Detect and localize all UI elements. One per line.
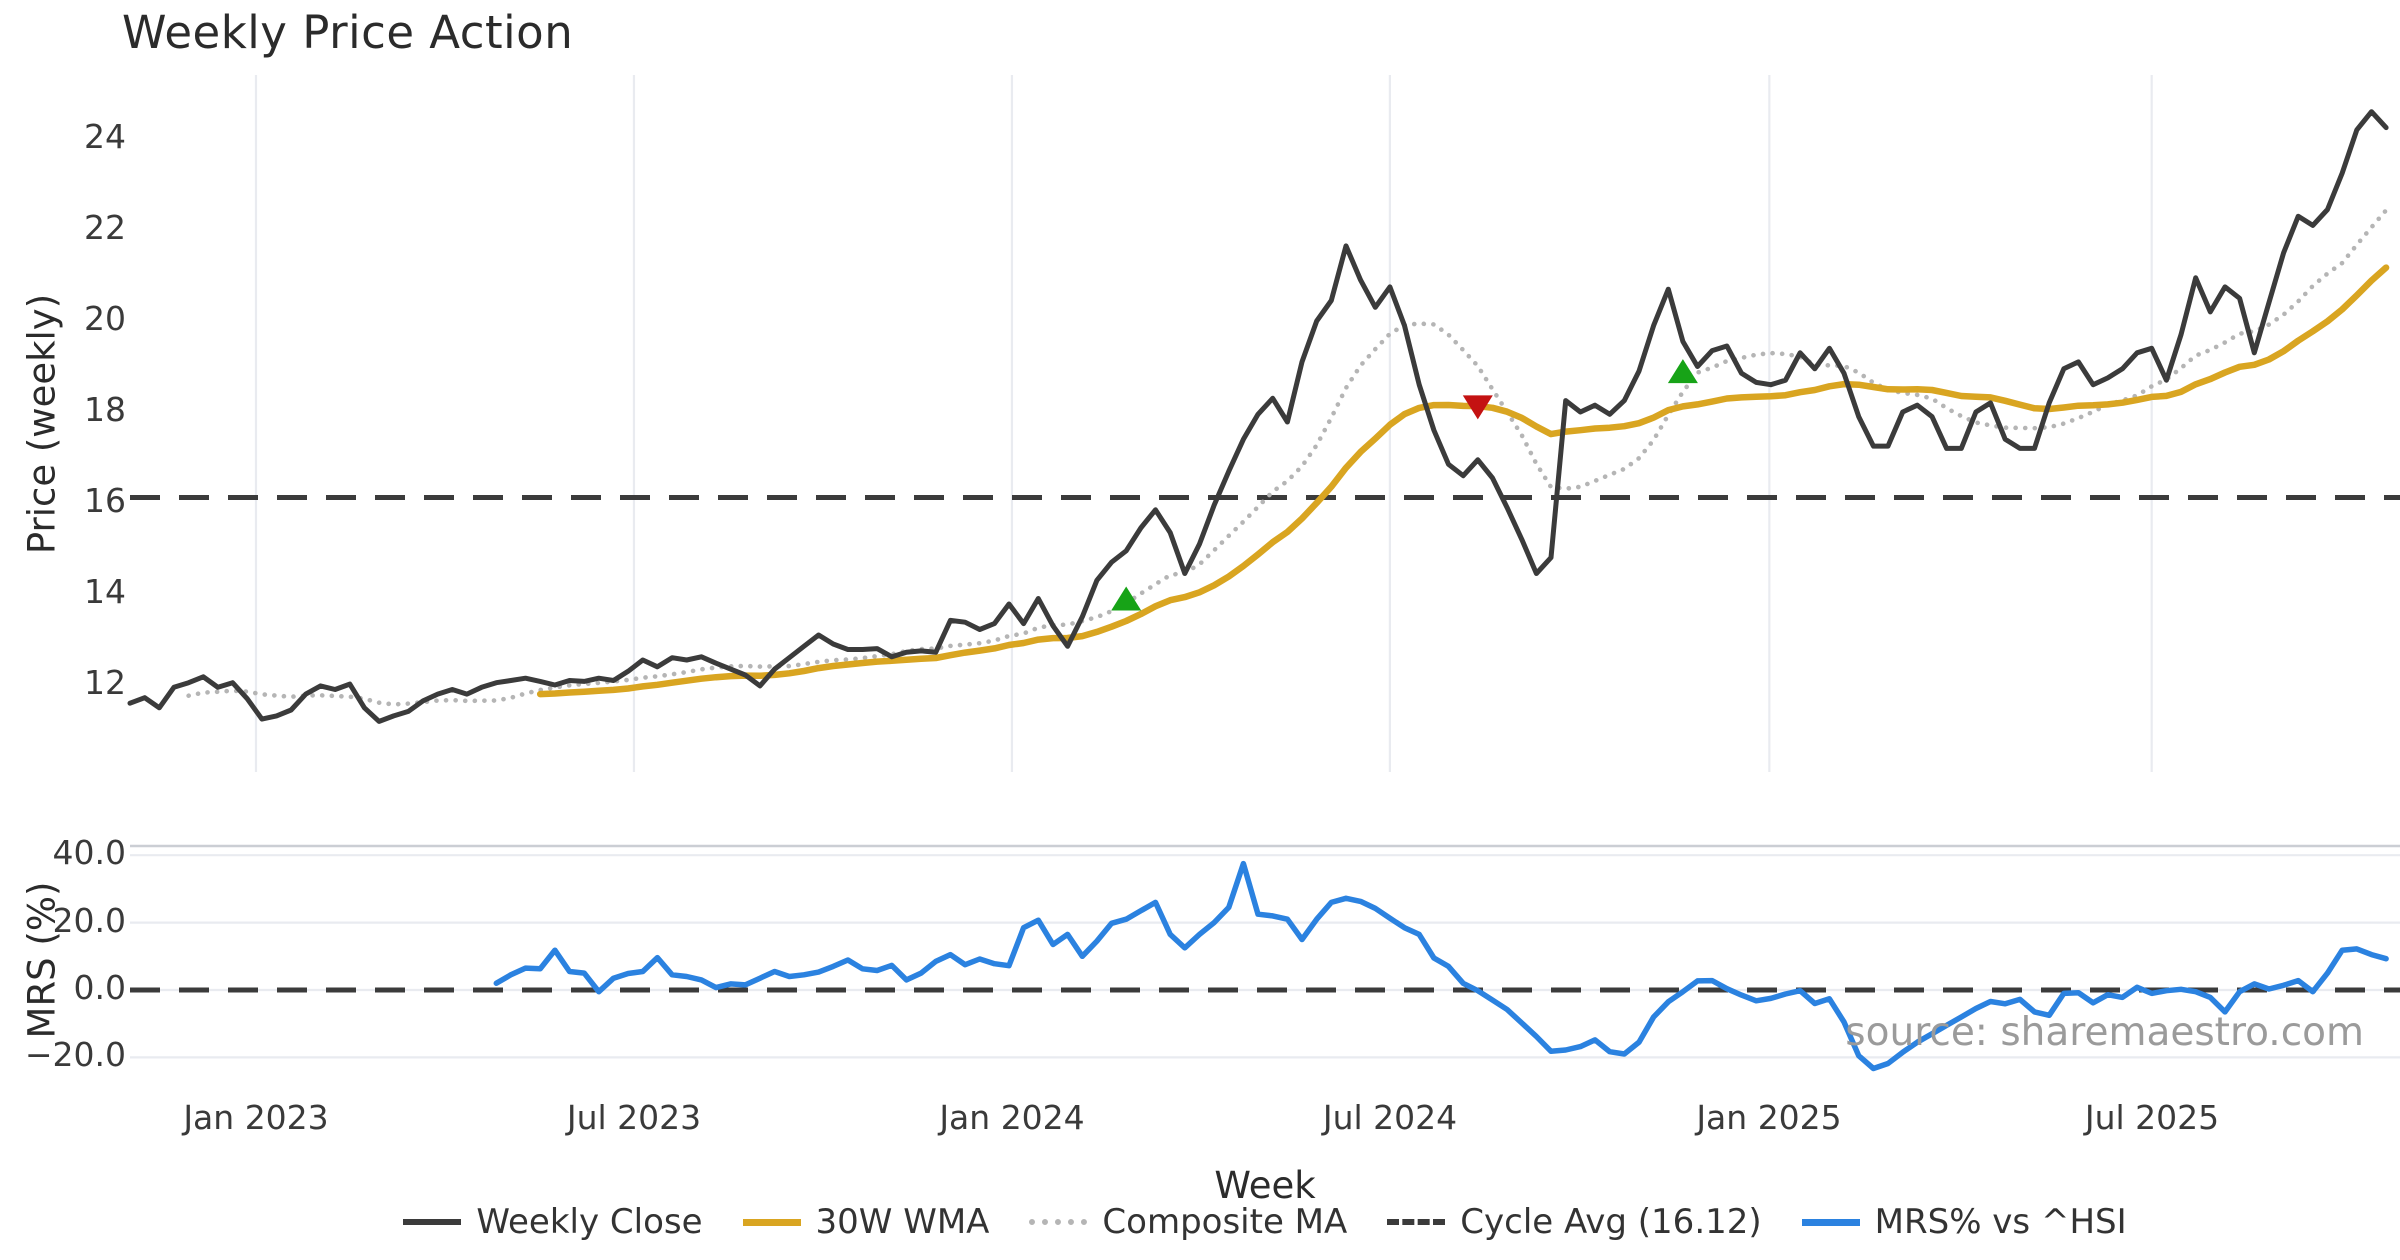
dashed-line-swatch-icon xyxy=(1387,1219,1446,1225)
legend-item-wma: 30W WMA xyxy=(742,1202,990,1242)
weekly-close-line xyxy=(127,109,2389,724)
solid-line-swatch-icon xyxy=(742,1218,801,1226)
buy-signal-marker-icon xyxy=(1111,586,1142,611)
legend-label: 30W WMA xyxy=(815,1202,990,1242)
price-tick-label: 24 xyxy=(84,117,126,156)
x-tick-label: Jul 2023 xyxy=(566,1098,702,1137)
legend: Weekly Close 30W WMA Composite MA Cycle … xyxy=(130,1202,2400,1242)
x-tick-label: Jan 2023 xyxy=(183,1098,329,1137)
x-tick-label: Jul 2024 xyxy=(1322,1098,1458,1137)
mrs-line xyxy=(493,860,2389,1072)
price-tick-label: 20 xyxy=(84,299,126,338)
price-tick-label: 22 xyxy=(84,208,126,247)
wma-line xyxy=(536,264,2390,698)
buy-signal-marker-icon xyxy=(1667,359,1698,384)
x-tick-label: Jul 2025 xyxy=(2084,1098,2220,1137)
composite-ma-line xyxy=(186,207,2389,707)
price-tick-label: 18 xyxy=(84,390,126,429)
x-tick-label: Jan 2024 xyxy=(939,1098,1085,1137)
legend-label: Cycle Avg (16.12) xyxy=(1460,1202,1762,1242)
solid-line-swatch-icon xyxy=(1801,1218,1860,1226)
x-tick-label: Jan 2025 xyxy=(1696,1098,1842,1137)
legend-label: MRS% vs ^HSI xyxy=(1874,1202,2127,1242)
solid-line-swatch-icon xyxy=(403,1219,462,1225)
mrs-tick-label: 20.0 xyxy=(52,901,126,940)
legend-item-cycle-avg: Cycle Avg (16.12) xyxy=(1387,1202,1762,1242)
x-axis-label: Week xyxy=(1214,1164,1316,1207)
legend-item-mrs: MRS% vs ^HSI xyxy=(1801,1202,2127,1242)
chart-title: Weekly Price Action xyxy=(122,6,574,59)
legend-item-weekly-close: Weekly Close xyxy=(403,1202,703,1242)
mrs-tick-label: 0.0 xyxy=(73,968,126,1007)
mrs-tick-label: −20.0 xyxy=(24,1035,126,1074)
price-tick-label: 14 xyxy=(84,572,126,611)
legend-label: Weekly Close xyxy=(476,1202,703,1242)
legend-label: Composite MA xyxy=(1102,1202,1348,1242)
price-tick-label: 16 xyxy=(84,481,126,520)
legend-item-composite: Composite MA xyxy=(1029,1202,1347,1242)
price-tick-label: 12 xyxy=(84,663,126,702)
mrs-tick-label: 40.0 xyxy=(52,833,126,872)
source-note: source: sharemaestro.com xyxy=(1845,1010,2364,1055)
dotted-line-swatch-icon xyxy=(1029,1219,1088,1225)
sell-signal-marker-icon xyxy=(1462,395,1493,420)
